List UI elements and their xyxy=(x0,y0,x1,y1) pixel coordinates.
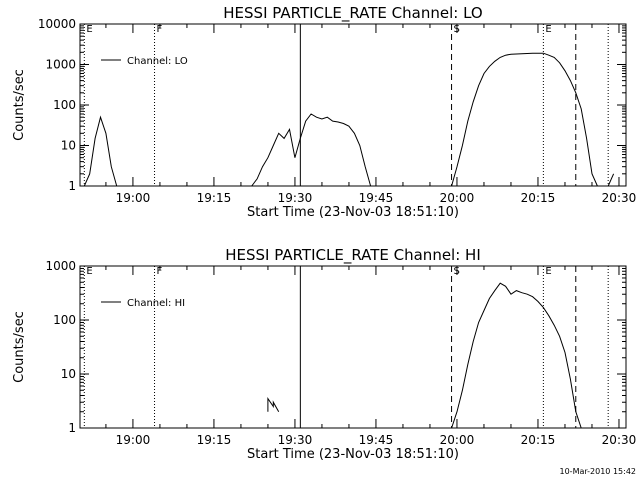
x-tick-label: 19:45 xyxy=(359,433,394,447)
x-tick-label: 19:15 xyxy=(197,433,232,447)
x-tick-label: 20:15 xyxy=(521,191,556,205)
legend-label: Channel: LO xyxy=(127,56,188,67)
y-tick-label: 1000 xyxy=(45,259,76,273)
series-line xyxy=(607,173,615,187)
x-tick-label: 20:30 xyxy=(602,191,637,205)
y-tick-label: 100 xyxy=(53,313,76,327)
series-line xyxy=(83,115,118,187)
series-line xyxy=(251,113,372,187)
lo-channel-panel: HESSI PARTICLE_RATE Channel: LO 1 10 100 100… xyxy=(12,4,636,220)
event-marker-label: F xyxy=(157,24,163,35)
x-axis-label: Start Time (23-Nov-03 18:51:10) xyxy=(247,205,459,220)
event-marker-label: F xyxy=(157,266,163,277)
x-tick-label: 20:00 xyxy=(440,433,475,447)
y-tick-label: 1000 xyxy=(45,58,76,72)
series-line xyxy=(451,52,598,187)
y-tick-label: 10 xyxy=(61,139,76,153)
x-tick-label: 19:30 xyxy=(278,433,313,447)
x-tick-label: 20:30 xyxy=(602,433,637,447)
plot-frame xyxy=(79,23,627,187)
x-axis-label: Start Time (23-Nov-03 18:51:10) xyxy=(247,447,459,462)
y-tick-label: 10000 xyxy=(38,17,76,31)
footer-timestamp: 10-Mar-2010 15:42 xyxy=(560,467,637,476)
y-tick-label: 1 xyxy=(68,421,76,435)
y-tick-label: 100 xyxy=(53,98,76,112)
x-tick-label: 19:45 xyxy=(359,191,394,205)
hi-channel-panel: HESSI PARTICLE_RATE Channel: HI 1 10 100 100… xyxy=(12,246,636,462)
x-tick-label: 19:00 xyxy=(116,191,151,205)
chart-title: HESSI PARTICLE_RATE Channel: LO xyxy=(223,4,482,23)
y-axis-label: Counts/sec xyxy=(12,69,27,141)
x-tick-label: 20:00 xyxy=(440,191,475,205)
chart-title: HESSI PARTICLE_RATE Channel: HI xyxy=(225,246,481,265)
plot-frame xyxy=(79,265,627,429)
y-tick-label: 1 xyxy=(68,179,76,193)
event-marker-label: S xyxy=(454,266,460,277)
event-marker-label: E xyxy=(545,24,551,35)
event-marker-label: S xyxy=(454,24,460,35)
y-tick-label: 10 xyxy=(61,367,76,381)
event-marker-label: E xyxy=(86,266,92,277)
legend-label: Channel: HI xyxy=(127,298,185,309)
series-line xyxy=(451,282,582,429)
x-tick-label: 19:30 xyxy=(278,191,313,205)
x-tick-label: 19:00 xyxy=(116,433,151,447)
x-tick-label: 20:15 xyxy=(521,433,556,447)
x-tick-label: 19:15 xyxy=(197,191,232,205)
event-marker-label: E xyxy=(545,266,551,277)
event-marker-label: E xyxy=(86,24,92,35)
y-axis-label: Counts/sec xyxy=(12,311,27,383)
series-line xyxy=(267,396,280,412)
